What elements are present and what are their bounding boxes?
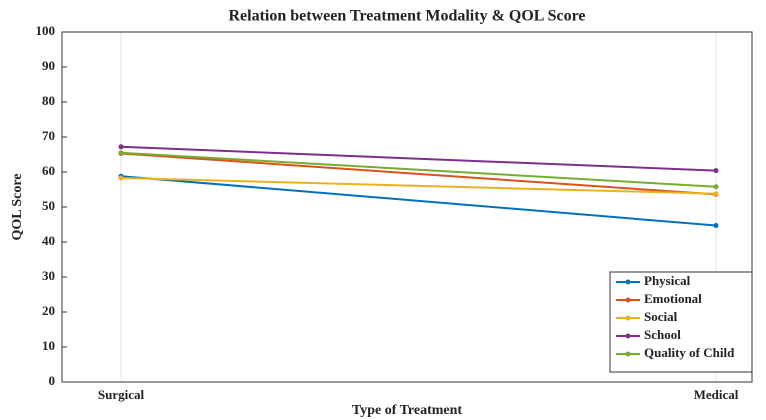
x-tick-label: Surgical	[98, 387, 145, 402]
legend-label: School	[644, 327, 681, 342]
y-tick-label: 80	[42, 93, 55, 108]
legend-label: Physical	[644, 273, 691, 288]
point	[713, 184, 719, 190]
point	[118, 144, 124, 150]
series-line	[120, 145, 717, 172]
legend-marker	[625, 315, 631, 321]
legend-marker	[625, 333, 631, 339]
y-tick-label: 30	[42, 268, 55, 283]
chart-title: Relation between Treatment Modality & QO…	[229, 8, 586, 25]
y-tick-label: 0	[49, 373, 56, 388]
point	[713, 168, 719, 174]
point	[713, 191, 719, 197]
legend-marker	[625, 351, 631, 357]
y-tick-label: 40	[42, 233, 55, 248]
point	[713, 223, 719, 229]
legend-box	[609, 271, 753, 373]
series-line	[120, 175, 717, 227]
legend-label: Social	[644, 309, 678, 324]
point	[118, 175, 124, 181]
legend-marker	[625, 279, 631, 285]
legend-label: Quality of Child	[644, 345, 735, 360]
legend-marker	[625, 297, 631, 303]
x-tick-label: Medical	[694, 387, 739, 402]
y-axis-label: QOL Score	[10, 173, 25, 240]
y-tick-label: 60	[42, 163, 55, 178]
y-tick-label: 100	[36, 23, 56, 38]
y-tick-label: 20	[42, 303, 55, 318]
y-tick-label: 50	[42, 198, 55, 213]
y-tick-label: 90	[42, 58, 55, 73]
x-axis-label: Type of Treatment	[352, 403, 463, 418]
series-line	[120, 152, 717, 196]
legend-label: Emotional	[644, 291, 702, 306]
point	[118, 150, 124, 156]
y-tick-label: 70	[42, 128, 55, 143]
series-line	[120, 151, 717, 188]
y-tick-label: 10	[42, 338, 55, 353]
series-line	[120, 176, 717, 195]
